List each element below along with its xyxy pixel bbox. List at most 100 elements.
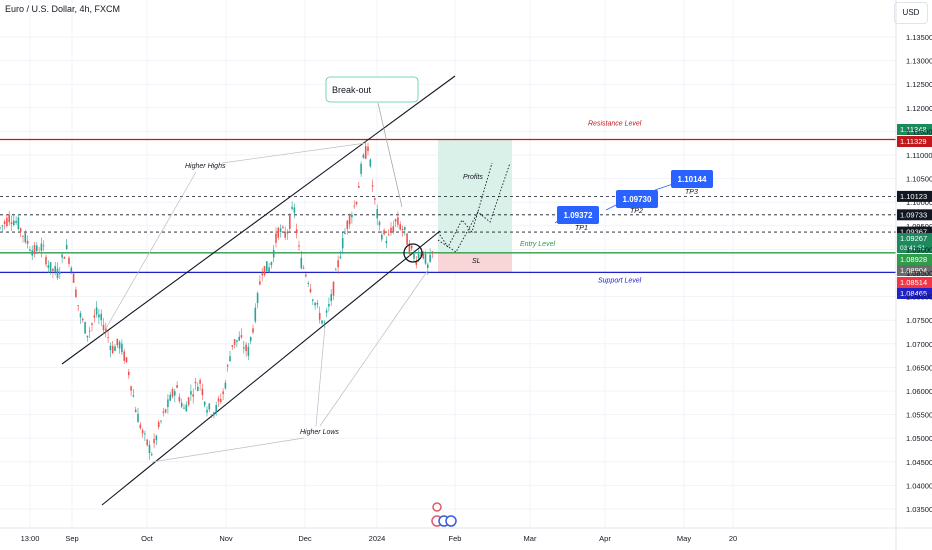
tp3-label: TP3 [685, 189, 698, 196]
candle-body [339, 256, 342, 259]
candle-body [49, 262, 52, 272]
candle-body [169, 394, 171, 401]
candle-body [157, 422, 160, 428]
x-tick-label: Apr [599, 534, 611, 543]
candle-body [424, 253, 427, 264]
candle-body [351, 214, 353, 218]
candle-body [367, 146, 369, 152]
x-tick-label: Nov [219, 534, 233, 543]
candle-body [151, 454, 153, 456]
candle-body [270, 262, 273, 266]
candle-body [254, 307, 257, 322]
candle-body [346, 220, 349, 229]
candle-body [148, 444, 151, 454]
y-tick-label: 1.03500 [906, 505, 932, 514]
candle-body [33, 245, 36, 254]
candle-body [353, 205, 355, 207]
candle-body [261, 273, 263, 276]
chart-title: Euro / U.S. Dollar, 4h, FXCM [5, 4, 121, 14]
candle-body [247, 346, 250, 356]
candle-body [360, 163, 362, 174]
candle-body [213, 412, 215, 416]
candle-body [266, 261, 268, 272]
candle-body [197, 386, 199, 391]
price-tag [897, 226, 932, 238]
candle-body [362, 154, 365, 158]
candle-body [415, 261, 418, 265]
candle-body [279, 228, 282, 232]
higher-highs-label: Higher Highs [185, 163, 226, 170]
candle-body [134, 409, 137, 413]
price-tag [897, 265, 932, 276]
y-tick-label: 1.07000 [906, 340, 932, 349]
candle-body [59, 272, 61, 274]
y-tick-label: 1.08500 [906, 269, 932, 278]
candle-body [118, 341, 121, 349]
candle-body [369, 159, 372, 167]
candle-body [167, 399, 169, 408]
price-tag [897, 136, 932, 147]
y-tick-label: 1.12500 [906, 80, 932, 89]
candle-body [275, 233, 277, 243]
candle-body [325, 310, 328, 313]
y-tick-label: 1.11500 [906, 127, 932, 136]
candle-body [176, 385, 178, 388]
candle-body [401, 228, 404, 231]
tp2-box [616, 190, 658, 208]
pointer-line [104, 171, 197, 331]
candle-body [22, 235, 24, 237]
breakout-circle [403, 243, 423, 263]
candle-body [93, 315, 96, 318]
candle-body [24, 233, 27, 243]
candle-body [82, 319, 84, 321]
channel-lower-line [101, 230, 441, 506]
candle-body [70, 267, 73, 272]
y-tick-label: 1.08000 [906, 293, 932, 302]
candle-body [86, 335, 89, 338]
candle-body [192, 394, 194, 397]
candle-body [318, 312, 321, 320]
candle-body [263, 266, 266, 276]
candle-body [231, 345, 234, 347]
candle-body [153, 438, 155, 444]
candle-body [95, 307, 98, 315]
breakout-callout [325, 76, 419, 103]
price-tag [897, 288, 932, 299]
candle-body [121, 343, 123, 353]
candle-body [54, 266, 56, 272]
candle-body [337, 260, 339, 268]
tp-pointer [654, 183, 674, 191]
tp3-value: 1.10144 [678, 175, 707, 184]
currency-button[interactable]: USD [894, 2, 928, 24]
candle-body [84, 322, 86, 334]
candle-body [144, 433, 146, 435]
candle-body [364, 146, 367, 159]
candle-body [26, 240, 29, 244]
y-tick-label: 1.10000 [906, 198, 932, 207]
candle-body [132, 395, 135, 397]
candle-body [422, 251, 424, 259]
candle-body [3, 221, 6, 224]
y-tick-label: 1.09500 [906, 222, 932, 231]
candle-body [6, 217, 8, 227]
y-tick-label: 1.06500 [906, 363, 932, 372]
tp2-label: TP2 [630, 208, 643, 215]
candle-body [10, 222, 13, 225]
candle-body [201, 388, 204, 396]
candle-body [52, 268, 54, 271]
candle-body [68, 257, 70, 265]
pointer-line [151, 437, 305, 463]
candle-body [194, 381, 197, 384]
candle-body [284, 232, 286, 238]
channel-upper-line [61, 75, 456, 365]
candle-body [215, 404, 217, 413]
price-tag-text: 1.08514 [900, 278, 927, 287]
candle-body [190, 391, 192, 395]
candle-body [220, 399, 222, 403]
candle-body [38, 252, 40, 253]
candle-body [413, 254, 415, 259]
candle-body [100, 313, 102, 321]
candle-body [233, 339, 236, 345]
y-tick-label: 1.07500 [906, 316, 932, 325]
